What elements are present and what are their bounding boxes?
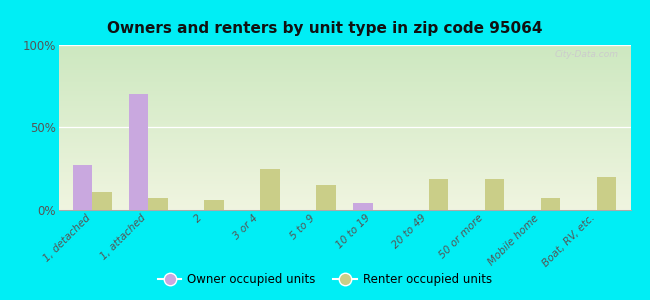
Text: Owners and renters by unit type in zip code 95064: Owners and renters by unit type in zip c… xyxy=(107,21,543,36)
Bar xyxy=(148,199,168,210)
Bar xyxy=(541,199,560,210)
Bar xyxy=(92,192,112,210)
Bar xyxy=(597,177,616,210)
Bar xyxy=(428,178,448,210)
Bar xyxy=(485,178,504,210)
Bar xyxy=(261,169,280,210)
Legend: Owner occupied units, Renter occupied units: Owner occupied units, Renter occupied un… xyxy=(153,269,497,291)
Bar xyxy=(317,185,336,210)
Text: City-Data.com: City-Data.com xyxy=(555,50,619,59)
Bar xyxy=(204,200,224,210)
Bar xyxy=(129,94,148,210)
Bar xyxy=(353,203,372,210)
Bar xyxy=(73,165,92,210)
